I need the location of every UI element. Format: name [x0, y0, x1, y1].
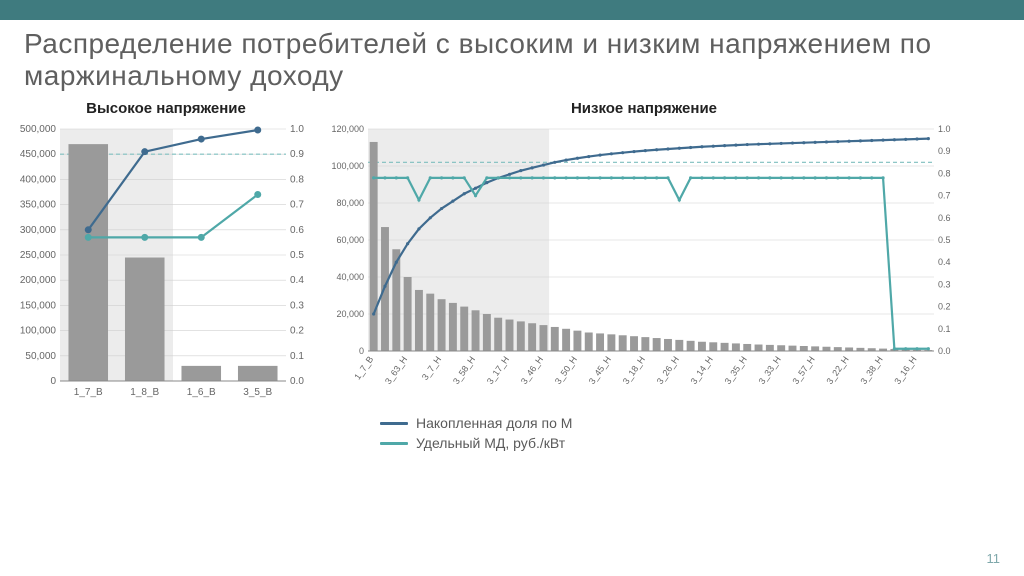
svg-text:0.6: 0.6 [290, 225, 304, 236]
svg-text:3_50_H: 3_50_H [553, 355, 579, 387]
svg-text:3_63_H: 3_63_H [383, 355, 409, 387]
svg-text:3_58_H: 3_58_H [451, 355, 477, 387]
svg-text:0.0: 0.0 [290, 376, 304, 387]
svg-text:300,000: 300,000 [20, 225, 57, 236]
svg-text:120,000: 120,000 [331, 124, 364, 134]
svg-text:0.8: 0.8 [938, 169, 951, 179]
svg-text:0.1: 0.1 [938, 324, 951, 334]
chart-right-block: Низкое напряжение 0 20,000 40,000 60,000 80,… [324, 96, 964, 403]
legend-label-1: Накопленная доля по М [416, 415, 572, 431]
svg-text:500,000: 500,000 [20, 124, 57, 135]
svg-text:0.3: 0.3 [290, 301, 304, 312]
page-title: Распределение потребителей с высоким и н… [0, 20, 1024, 96]
svg-text:80,000: 80,000 [336, 198, 364, 208]
top-accent-bar [0, 0, 1024, 20]
svg-text:0.6: 0.6 [938, 213, 951, 223]
svg-text:100,000: 100,000 [20, 326, 57, 337]
svg-text:1_7_B: 1_7_B [352, 355, 375, 382]
chart-right: 0 20,000 40,000 60,000 80,000 100,000 120,000 0… [324, 123, 964, 403]
svg-text:3_33_H: 3_33_H [757, 355, 783, 387]
page-number: 11 [987, 551, 1001, 566]
svg-text:250,000: 250,000 [20, 250, 57, 261]
svg-text:3_14_H: 3_14_H [689, 355, 715, 387]
svg-text:20,000: 20,000 [336, 309, 364, 319]
svg-text:0.5: 0.5 [938, 235, 951, 245]
svg-text:40,000: 40,000 [336, 272, 364, 282]
legend-swatch-1 [380, 422, 408, 425]
svg-text:3_26_H: 3_26_H [655, 355, 681, 387]
svg-text:0.2: 0.2 [938, 302, 951, 312]
svg-text:100,000: 100,000 [331, 161, 364, 171]
legend-label-2: Удельный МД, руб./кВт [416, 435, 565, 451]
svg-text:1.0: 1.0 [290, 124, 304, 135]
legend-item-1: Накопленная доля по М [380, 415, 1024, 431]
svg-text:0.5: 0.5 [290, 250, 304, 261]
svg-text:0: 0 [50, 376, 56, 387]
svg-text:3_35_H: 3_35_H [723, 355, 749, 387]
svg-text:3_46_H: 3_46_H [519, 355, 545, 387]
svg-text:3_5_B: 3_5_B [243, 387, 272, 398]
svg-text:350,000: 350,000 [20, 200, 57, 211]
svg-text:60,000: 60,000 [336, 235, 364, 245]
charts-row: Высокое напряжение 0 50,000 100,000 150,000… [0, 96, 1024, 403]
legend-swatch-2 [380, 442, 408, 445]
chart-left-block: Высокое напряжение 0 50,000 100,000 150,000… [16, 96, 316, 403]
svg-text:1_7_B: 1_7_B [74, 387, 103, 398]
chart-right-title: Низкое напряжение [571, 100, 717, 117]
svg-text:3_22_H: 3_22_H [824, 355, 850, 387]
chart-left: 0 50,000 100,000 150,000 200,000 250,000 300,0… [16, 123, 316, 403]
svg-text:400,000: 400,000 [20, 175, 57, 186]
svg-text:0.4: 0.4 [290, 276, 304, 287]
svg-text:0.8: 0.8 [290, 175, 304, 186]
svg-text:3_7_H: 3_7_H [420, 355, 443, 382]
svg-text:450,000: 450,000 [20, 150, 57, 161]
svg-text:0.4: 0.4 [938, 258, 951, 268]
svg-text:1.0: 1.0 [938, 124, 951, 134]
chart-left-title: Высокое напряжение [86, 100, 246, 117]
svg-text:1_6_B: 1_6_B [187, 387, 216, 398]
svg-text:50,000: 50,000 [25, 351, 56, 362]
svg-text:0.7: 0.7 [290, 200, 304, 211]
svg-text:0.1: 0.1 [290, 351, 304, 362]
svg-text:3_17_H: 3_17_H [485, 355, 511, 387]
legend-item-2: Удельный МД, руб./кВт [380, 435, 1024, 451]
svg-text:0.3: 0.3 [938, 280, 951, 290]
svg-text:0.2: 0.2 [290, 326, 304, 337]
svg-text:0.9: 0.9 [938, 147, 951, 157]
svg-text:0.9: 0.9 [290, 150, 304, 161]
svg-text:3_57_H: 3_57_H [791, 355, 817, 387]
svg-text:3_18_H: 3_18_H [621, 355, 647, 387]
legend: Накопленная доля по М Удельный МД, руб./… [380, 415, 1024, 451]
svg-text:1_8_B: 1_8_B [130, 387, 159, 398]
svg-text:0.7: 0.7 [938, 191, 951, 201]
svg-text:0: 0 [359, 346, 364, 356]
svg-text:0.0: 0.0 [938, 346, 951, 356]
svg-text:3_16_H: 3_16_H [892, 355, 918, 387]
svg-text:150,000: 150,000 [20, 301, 57, 312]
svg-text:200,000: 200,000 [20, 276, 57, 287]
svg-text:3_45_H: 3_45_H [587, 355, 613, 387]
svg-text:3_38_H: 3_38_H [858, 355, 884, 387]
